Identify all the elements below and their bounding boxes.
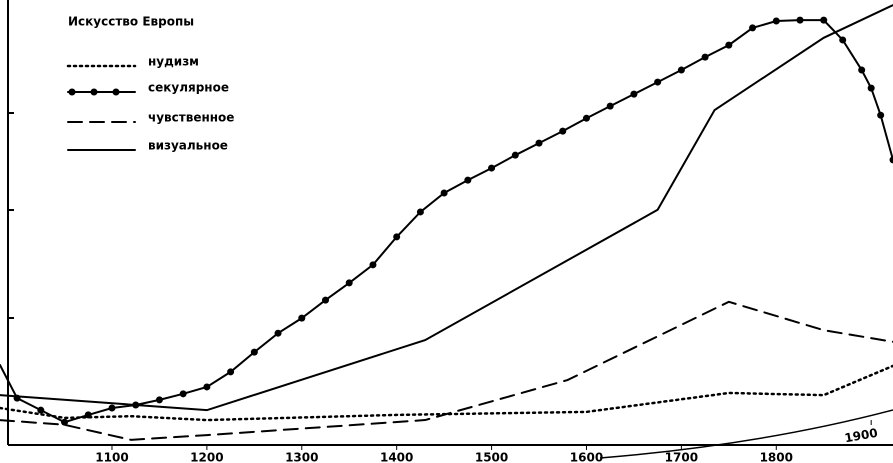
- series-marker: [725, 41, 733, 49]
- series-marker: [298, 314, 306, 322]
- legend-marker: [112, 88, 120, 96]
- series-marker: [535, 139, 543, 147]
- series-marker: [61, 418, 69, 426]
- series-marker: [393, 233, 401, 241]
- series-marker: [677, 66, 685, 74]
- series-marker: [559, 127, 567, 135]
- series-marker: [416, 208, 424, 216]
- legend-title: Искусство Европы: [68, 15, 194, 29]
- series-marker: [488, 164, 496, 172]
- series-marker: [440, 189, 448, 197]
- series-marker: [369, 261, 377, 269]
- series-marker: [511, 151, 519, 159]
- baseline-curve: [599, 409, 893, 459]
- x-tick-label: 1400: [380, 451, 413, 463]
- series-marker: [701, 53, 709, 61]
- legend-label: секулярное: [148, 81, 229, 95]
- legend-label: нудизм: [148, 55, 199, 69]
- series-marker: [227, 368, 235, 376]
- series-marker: [345, 279, 353, 287]
- series-line: [0, 300, 893, 441]
- series-marker: [155, 396, 163, 404]
- series-marker: [179, 390, 187, 398]
- series-line: [0, 364, 893, 422]
- series-marker: [877, 111, 885, 119]
- series-marker: [772, 17, 780, 25]
- series-line: [0, 4, 893, 412]
- series-marker: [108, 404, 116, 412]
- series-marker: [84, 411, 92, 419]
- x-tick-label: 1200: [190, 451, 223, 463]
- series-marker: [582, 114, 590, 122]
- x-tick-label: 1600: [570, 451, 603, 463]
- series-marker: [889, 156, 893, 164]
- series-marker: [796, 16, 804, 24]
- legend-marker: [90, 88, 98, 96]
- series-marker: [630, 90, 638, 98]
- series-marker: [322, 296, 330, 304]
- series-marker: [464, 176, 472, 184]
- series-marker: [867, 84, 875, 92]
- series-marker: [654, 78, 662, 86]
- x-tick-label: 1300: [285, 451, 318, 463]
- x-tick-label: 1500: [475, 451, 508, 463]
- legend-label: визуальное: [148, 139, 228, 153]
- legend-marker: [68, 88, 76, 96]
- series-marker: [250, 348, 258, 356]
- series-marker: [858, 66, 866, 74]
- legend-label: чувственное: [148, 111, 234, 125]
- series-marker: [37, 406, 45, 414]
- x-tick-label: 1900: [843, 426, 878, 446]
- series-marker: [749, 24, 757, 32]
- series-marker: [820, 16, 828, 24]
- x-tick-label: 1100: [95, 451, 128, 463]
- series-marker: [606, 102, 614, 110]
- x-tick-label: 1700: [665, 451, 698, 463]
- series-marker: [274, 329, 282, 337]
- series-marker: [839, 36, 847, 44]
- series-marker: [203, 383, 211, 391]
- x-tick-label: 1800: [760, 451, 793, 463]
